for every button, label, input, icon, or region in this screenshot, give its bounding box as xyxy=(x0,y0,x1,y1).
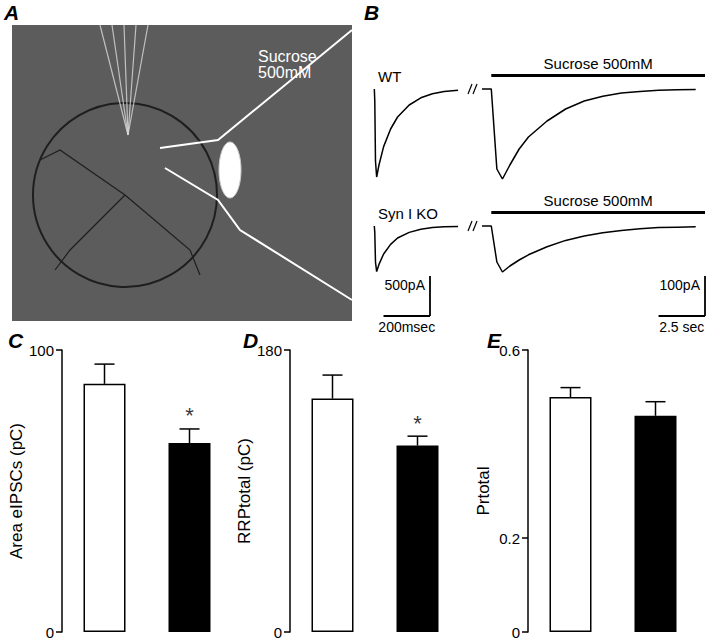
svg-text:500pA: 500pA xyxy=(385,277,426,293)
svg-text:Syn I KO: Syn I KO xyxy=(378,205,438,222)
svg-text:*: * xyxy=(185,403,194,428)
svg-text:100pA: 100pA xyxy=(660,277,701,293)
svg-text:0.6: 0.6 xyxy=(499,342,520,359)
svg-text:Sucrose 500mM: Sucrose 500mM xyxy=(544,55,653,72)
svg-text:0: 0 xyxy=(46,624,54,641)
svg-text:A: A xyxy=(3,1,19,24)
svg-text:Area eIPSCs (pC): Area eIPSCs (pC) xyxy=(7,423,26,559)
svg-text:Sucrose: Sucrose xyxy=(258,48,317,65)
svg-text:C: C xyxy=(8,329,24,352)
svg-text:0: 0 xyxy=(512,624,520,641)
svg-text:Prtotal: Prtotal xyxy=(474,466,493,515)
svg-text:D: D xyxy=(243,329,258,352)
svg-text:E: E xyxy=(487,329,502,352)
svg-text:*: * xyxy=(413,411,422,436)
svg-text:B: B xyxy=(364,1,379,24)
svg-text:100: 100 xyxy=(29,342,54,359)
svg-text:Sucrose 500mM: Sucrose 500mM xyxy=(544,192,653,209)
svg-text:0.2: 0.2 xyxy=(499,530,520,547)
svg-text:RRPtotal (pC): RRPtotal (pC) xyxy=(235,438,254,544)
svg-text:200msec: 200msec xyxy=(378,319,435,335)
svg-text:500mM: 500mM xyxy=(258,64,311,81)
svg-text:2.5 sec: 2.5 sec xyxy=(659,319,704,335)
svg-text:180: 180 xyxy=(257,342,282,359)
svg-text:0: 0 xyxy=(274,624,282,641)
svg-text:WT: WT xyxy=(378,68,401,85)
